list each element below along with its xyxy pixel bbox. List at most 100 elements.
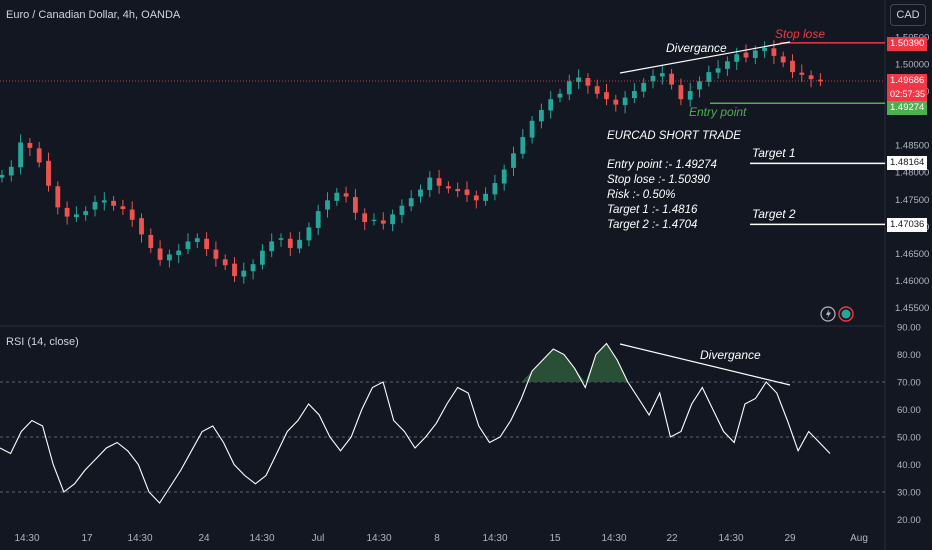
candle — [622, 91, 628, 114]
candle — [790, 54, 795, 79]
candle — [771, 40, 777, 64]
candle — [808, 70, 814, 88]
candle — [64, 201, 70, 225]
candle — [194, 233, 200, 248]
candle — [520, 128, 526, 159]
trade-note: EURCAD SHORT TRADE Entry point :- 1.4927… — [607, 129, 741, 233]
candle — [548, 91, 554, 119]
rsi-indicator-label[interactable]: RSI (14, close) — [6, 336, 79, 348]
candle — [678, 78, 684, 106]
time-tick-label: 29 — [784, 533, 796, 544]
candle — [650, 69, 656, 89]
target1-price-tag: 1.48164 — [887, 156, 927, 170]
price-tick-label: 1.47500 — [895, 195, 929, 206]
rsi-tick-label: 70.00 — [897, 378, 921, 389]
trade-target1: Target 1 :- 1.4816 — [607, 204, 698, 216]
candle — [743, 44, 749, 63]
candle — [659, 65, 665, 85]
candle — [399, 199, 405, 224]
stop-lose-label: Stop lose — [775, 27, 826, 41]
time-tick-label: Jul — [312, 533, 325, 544]
candle — [566, 74, 572, 101]
candle — [74, 206, 79, 222]
rsi-line — [0, 342, 831, 504]
candle — [250, 259, 256, 280]
trade-entry: Entry point :- 1.49274 — [607, 159, 717, 171]
candle — [46, 152, 51, 192]
candle — [287, 232, 293, 257]
grid-lines — [0, 0, 886, 550]
time-tick-label: 17 — [81, 533, 93, 544]
candle — [380, 212, 386, 230]
time-tick-label: 24 — [198, 533, 210, 544]
symbol-title[interactable]: Euro / Canadian Dollar, 4h, OANDA — [6, 9, 181, 21]
candle — [353, 188, 358, 220]
replay-icon[interactable] — [838, 306, 854, 322]
price-tick-label: 1.48500 — [895, 141, 929, 152]
price-tick-label: 1.46000 — [895, 276, 929, 287]
candle — [139, 213, 144, 243]
candle — [343, 186, 349, 203]
candle — [604, 84, 609, 106]
candle — [213, 241, 219, 267]
candle — [8, 160, 14, 182]
time-tick-label: 14:30 — [249, 533, 274, 544]
candles — [0, 40, 823, 284]
candle — [325, 192, 330, 218]
candle — [501, 164, 507, 191]
indicator-icons[interactable] — [820, 305, 856, 323]
price-tick-label: 1.45500 — [895, 303, 929, 314]
candle — [408, 190, 414, 212]
candle — [315, 204, 321, 235]
rsi-tick-label: 30.00 — [897, 488, 921, 499]
candle — [278, 233, 284, 247]
rsi-tick-label: 50.00 — [897, 433, 921, 444]
time-tick-label: 22 — [666, 533, 678, 544]
candle — [120, 199, 126, 215]
candle — [725, 56, 730, 76]
candle — [539, 103, 544, 129]
candle — [204, 232, 209, 257]
candle — [0, 170, 5, 183]
candle — [36, 141, 42, 168]
axes: 1.505001.500001.495001.485001.480001.475… — [14, 32, 929, 544]
price-tick-label: 1.46500 — [895, 249, 929, 260]
candle — [799, 64, 805, 82]
candle — [27, 138, 33, 156]
rsi-tick-label: 40.00 — [897, 460, 921, 471]
candle — [148, 228, 154, 253]
entry-point-label: Entry point — [689, 105, 747, 119]
candle — [492, 174, 498, 201]
candle — [436, 170, 442, 194]
candle — [167, 249, 172, 268]
price-tick-label: 1.50000 — [895, 60, 929, 71]
candle — [455, 182, 461, 198]
target1-label: Target 1 — [752, 146, 796, 160]
rsi-indicator — [0, 342, 885, 504]
candle — [529, 115, 535, 144]
candle — [641, 78, 647, 98]
time-tick-label: 14:30 — [127, 533, 152, 544]
candle — [780, 51, 786, 68]
candle — [241, 262, 247, 284]
trade-risk: Risk :- 0.50% — [607, 189, 676, 201]
time-tick-label: 8 — [434, 533, 440, 544]
candle — [613, 94, 619, 112]
candle — [101, 192, 107, 211]
candle — [334, 187, 340, 206]
candle — [157, 240, 163, 266]
trade-heading: EURCAD SHORT TRADE — [607, 130, 741, 142]
rsi-tick-label: 80.00 — [897, 350, 921, 361]
currency-button[interactable]: CAD — [890, 4, 926, 26]
current-price-tag: 1.49686 — [887, 74, 927, 88]
candle — [418, 184, 423, 203]
candle — [390, 209, 395, 232]
price-levels — [0, 41, 885, 226]
candle — [92, 195, 98, 217]
time-tick-label: 15 — [549, 533, 561, 544]
price-tick-label: 1.48000 — [895, 168, 929, 179]
lightning-icon[interactable] — [820, 306, 836, 322]
candle — [687, 82, 693, 107]
candle — [473, 190, 479, 209]
